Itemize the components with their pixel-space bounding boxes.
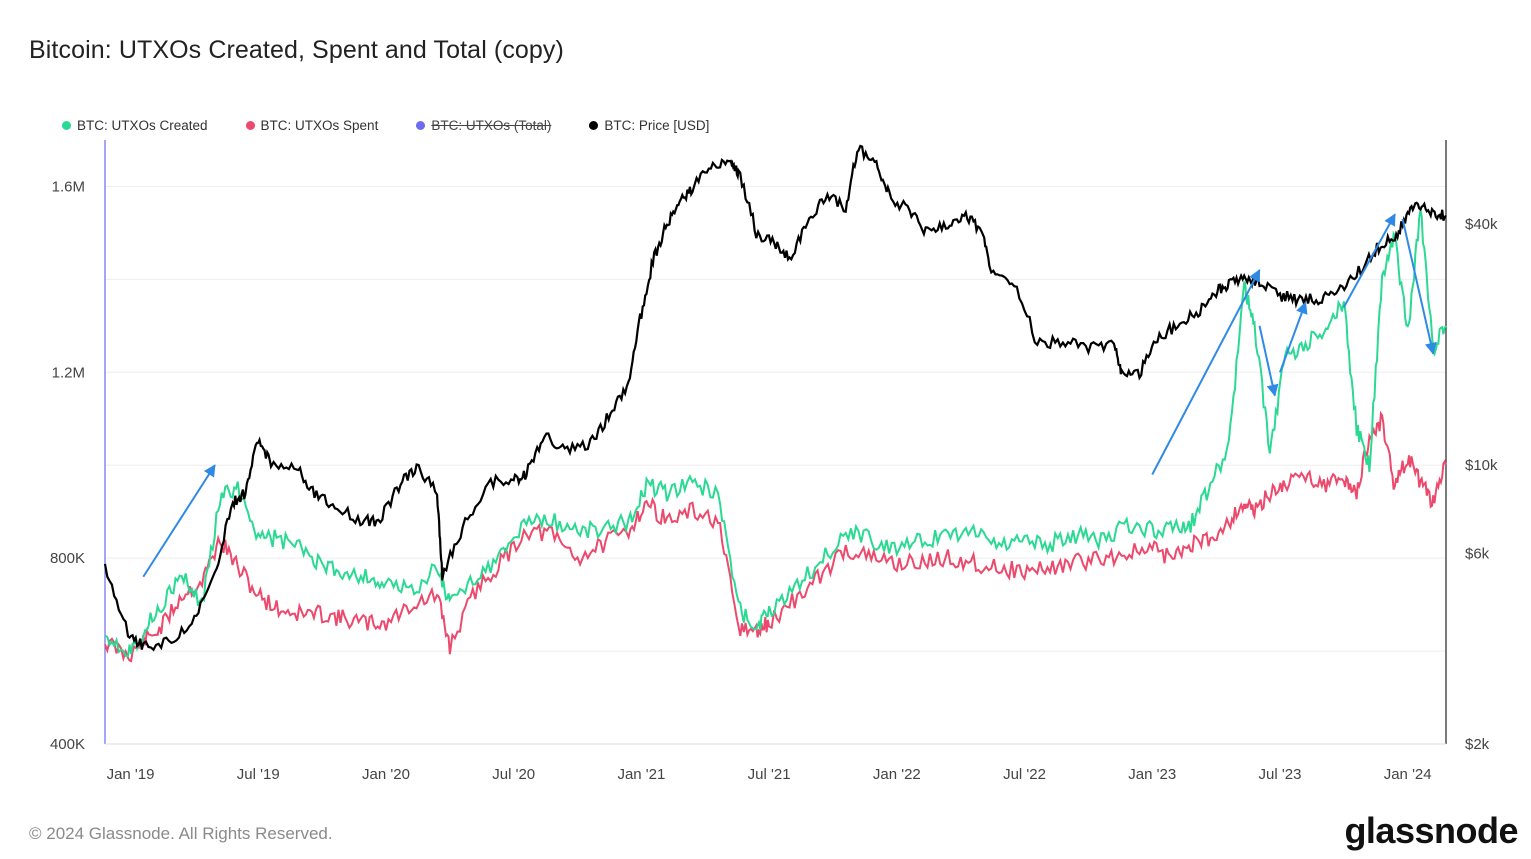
y-left-tick-label: 1.2M — [52, 364, 85, 381]
y-right-tick-label: $2k — [1465, 736, 1490, 753]
legend-label: BTC: UTXOs Created — [77, 118, 208, 133]
y-left-tick-label: 800K — [50, 550, 85, 567]
legend: BTC: UTXOs Created BTC: UTXOs Spent BTC:… — [62, 118, 709, 133]
series-line-btc-price — [103, 144, 1447, 652]
legend-label: BTC: UTXOs Spent — [260, 118, 379, 133]
x-tick-label: Jan '19 — [107, 766, 155, 783]
x-tick-label: Jul '21 — [748, 766, 791, 783]
legend-label: BTC: Price [USD] — [604, 118, 710, 133]
chart-area[interactable]: 1.6M 1.2M 800K 400K $40k $10k $6k $2k Jan '19 Jul… — [0, 0, 1531, 800]
legend-item-price[interactable]: BTC: Price [USD] — [589, 118, 709, 133]
legend-item-utxos-total[interactable]: BTC: UTXOs (Total) — [416, 118, 551, 133]
legend-item-utxos-created[interactable]: BTC: UTXOs Created — [62, 118, 208, 133]
glassnode-logo: glassnode — [1344, 810, 1518, 851]
x-tick-label: Jan '22 — [873, 766, 921, 783]
y-right-tick-label: $10k — [1465, 457, 1498, 474]
legend-dot-price — [589, 121, 599, 130]
y-left-tick-label: 400K — [50, 736, 85, 753]
legend-dot-created — [62, 121, 71, 130]
y-right-tick-label: $40k — [1465, 216, 1498, 233]
series-line-utxos-spent — [104, 410, 1447, 663]
annotation-arrow — [142, 464, 216, 578]
chart-title: Bitcoin: UTXOs Created, Spent and Total … — [29, 36, 564, 64]
x-tick-label: Jul '22 — [1003, 766, 1046, 783]
x-tick-label: Jan '24 — [1384, 766, 1432, 783]
legend-dot-total — [416, 121, 426, 130]
y-right-tick-label: $6k — [1465, 545, 1490, 562]
x-tick-label: Jan '23 — [1128, 766, 1176, 783]
x-tick-label: Jul '20 — [492, 766, 535, 783]
annotation-arrow — [1401, 218, 1437, 355]
legend-dot-spent — [245, 121, 255, 130]
x-tick-label: Jul '23 — [1259, 766, 1302, 783]
legend-item-utxos-spent[interactable]: BTC: UTXOs Spent — [245, 118, 379, 133]
x-tick-label: Jan '20 — [362, 766, 410, 783]
annotation-arrow — [1279, 301, 1308, 373]
annotation-arrow — [1151, 269, 1261, 475]
legend-label: BTC: UTXOs (Total) — [431, 118, 552, 133]
y-left-tick-label: 1.6M — [52, 178, 85, 195]
x-tick-label: Jul '19 — [237, 766, 280, 783]
copyright-text: © 2024 Glassnode. All Rights Reserved. — [29, 824, 333, 843]
x-tick-label: Jan '21 — [617, 766, 665, 783]
annotation-arrow — [1258, 325, 1279, 397]
annotation-arrow — [1342, 213, 1396, 308]
